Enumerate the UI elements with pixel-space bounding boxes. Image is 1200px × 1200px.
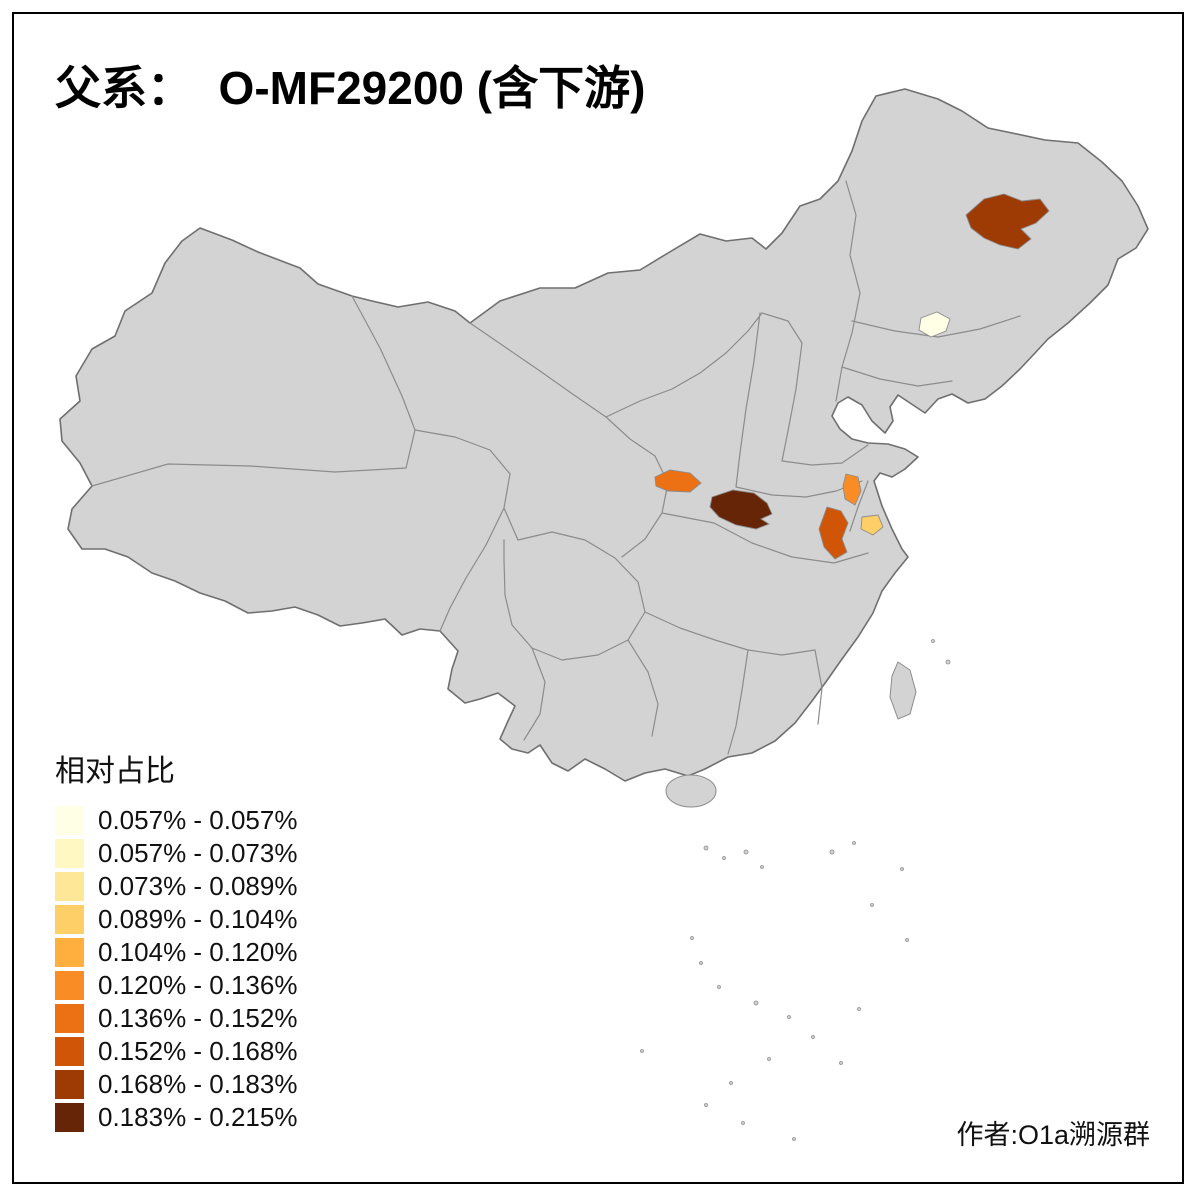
- taiwan-island: [889, 661, 917, 720]
- map-title: 父系： O-MF29200 (含下游): [55, 62, 646, 114]
- legend-row: 0.057% - 0.073%: [55, 837, 297, 870]
- province-borders: [91, 180, 1021, 755]
- legend-swatch: [55, 971, 84, 1000]
- legend-label: 0.120% - 0.136%: [98, 970, 298, 1000]
- china-outline: [59, 88, 1149, 782]
- legend-row: 0.120% - 0.136%: [55, 969, 297, 1002]
- legend-swatch: [55, 839, 84, 868]
- region-henan-east-light: [860, 514, 884, 536]
- map-base: [59, 88, 1149, 1141]
- legend-row: 0.183% - 0.215%: [55, 1101, 297, 1134]
- region-shaanxi-guanzhong: [654, 469, 702, 493]
- author-credit: 作者:O1a溯源群: [956, 1120, 1150, 1150]
- legend-row: 0.057% - 0.057%: [55, 804, 297, 837]
- legend-label: 0.104% - 0.120%: [98, 937, 298, 967]
- legend-swatch: [55, 872, 84, 901]
- legend-title: 相对占比: [55, 755, 175, 788]
- legend-swatch: [55, 806, 84, 835]
- highlighted-regions: [654, 193, 1050, 560]
- legend-swatch: [55, 1004, 84, 1033]
- legend-row: 0.168% - 0.183%: [55, 1068, 297, 1101]
- legend-swatch: [55, 1103, 84, 1132]
- legend-swatch: [55, 1037, 84, 1066]
- legend-swatch: [55, 938, 84, 967]
- region-jilin-pale: [918, 311, 951, 338]
- region-heilongjiang-central: [965, 193, 1050, 250]
- legend-row: 0.104% - 0.120%: [55, 936, 297, 969]
- legend-label: 0.183% - 0.215%: [98, 1102, 298, 1132]
- legend-label: 0.152% - 0.168%: [98, 1036, 298, 1066]
- legend-row: 0.089% - 0.104%: [55, 903, 297, 936]
- plot-border-frame: [12, 12, 1184, 1184]
- legend-label: 0.073% - 0.089%: [98, 871, 298, 901]
- region-henan-central-strip: [842, 473, 862, 506]
- legend-items: 0.057% - 0.057% 0.057% - 0.073% 0.073% -…: [55, 804, 297, 1134]
- legend-row: 0.152% - 0.168%: [55, 1035, 297, 1068]
- legend-label: 0.057% - 0.057%: [98, 805, 298, 835]
- hainan-island: [665, 774, 717, 808]
- south-china-sea-islands: [640, 639, 951, 1141]
- region-shaanxi-south-dark: [709, 489, 773, 530]
- legend-row: 0.073% - 0.089%: [55, 870, 297, 903]
- legend-label: 0.057% - 0.073%: [98, 838, 298, 868]
- legend-swatch: [55, 905, 84, 934]
- legend-swatch: [55, 1070, 84, 1099]
- region-henan-southwest: [818, 506, 849, 560]
- legend-label: 0.136% - 0.152%: [98, 1003, 298, 1033]
- legend-row: 0.136% - 0.152%: [55, 1002, 297, 1035]
- legend-label: 0.089% - 0.104%: [98, 904, 298, 934]
- legend-label: 0.168% - 0.183%: [98, 1069, 298, 1099]
- legend: 相对占比 0.057% - 0.057% 0.057% - 0.073% 0.0…: [55, 746, 297, 1134]
